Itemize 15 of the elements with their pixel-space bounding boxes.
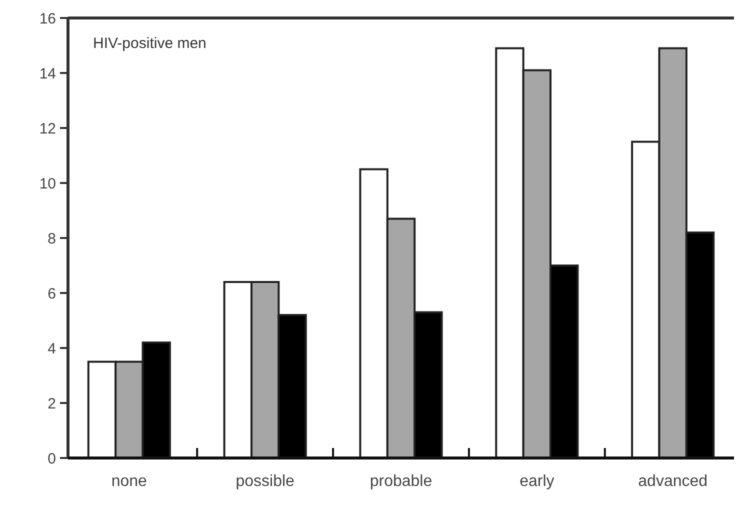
x-tick-label: none <box>111 473 148 490</box>
y-tick-label: 14 <box>39 65 56 82</box>
y-tick-label: 16 <box>39 10 56 28</box>
y-tick-label: 4 <box>48 340 56 358</box>
y-tick-label: 8 <box>48 230 56 248</box>
y-tick-label: 10 <box>39 175 56 192</box>
y-tick-label: 2 <box>48 395 56 412</box>
x-tick-label: advanced <box>638 473 708 490</box>
x-tick-label: probable <box>370 473 432 490</box>
y-tick-label: 12 <box>39 120 56 138</box>
x-tick-label: possible <box>236 473 295 490</box>
y-tick-label: 0 <box>48 450 56 468</box>
y-tick-label: 6 <box>48 285 56 302</box>
annotation: HIV-positive men <box>93 35 206 52</box>
x-tick-label: early <box>520 473 554 490</box>
